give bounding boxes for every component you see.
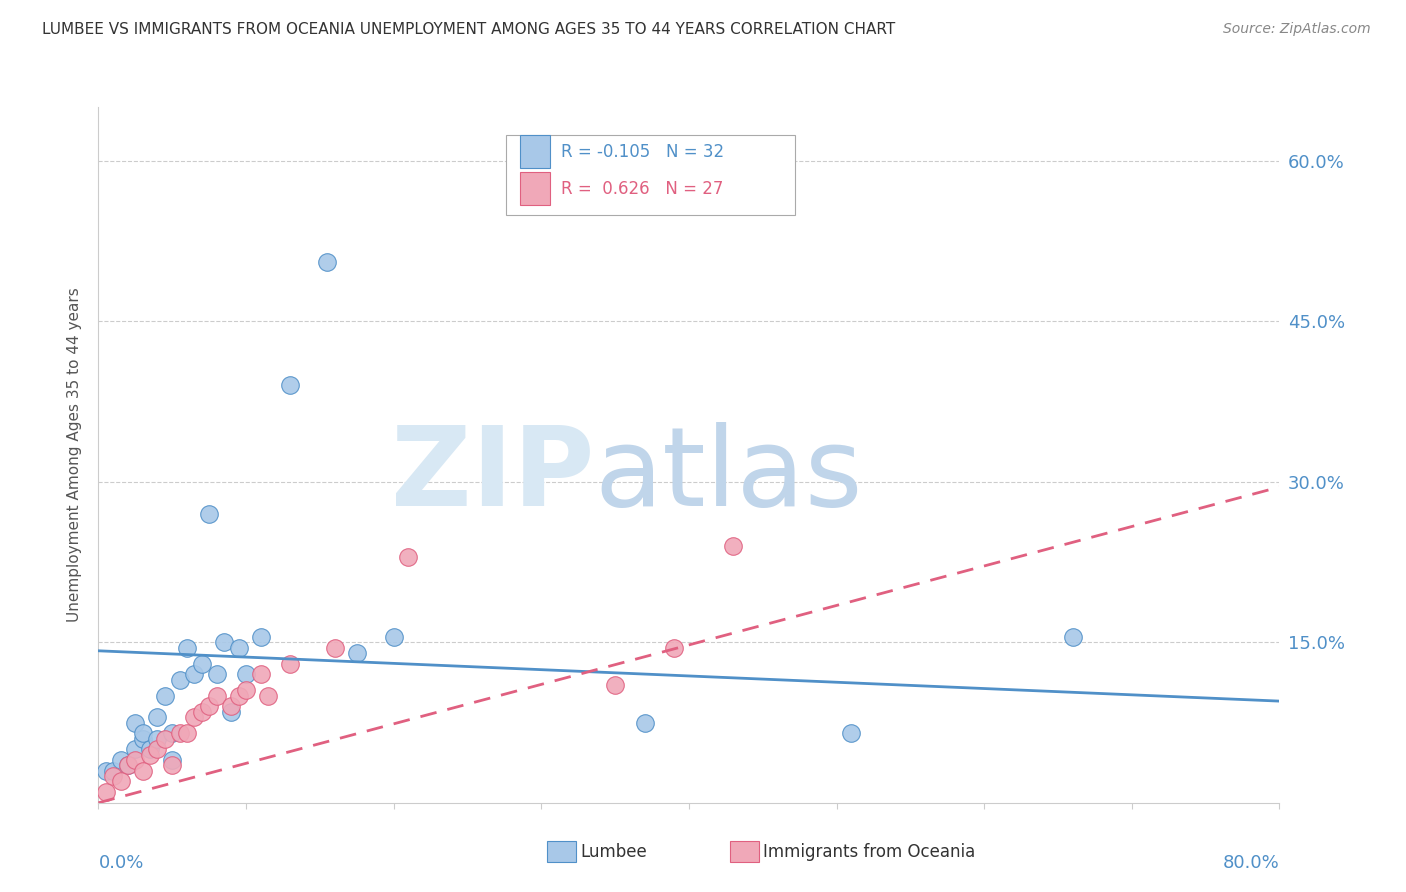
FancyBboxPatch shape — [547, 841, 575, 862]
Point — [94, 785, 117, 799]
Point — [1062, 630, 1084, 644]
Point — [132, 764, 155, 778]
Point — [633, 715, 655, 730]
Point — [191, 705, 214, 719]
Point — [117, 758, 139, 772]
Point — [205, 689, 228, 703]
Point — [723, 539, 745, 553]
Point — [278, 657, 302, 671]
Text: 0.0%: 0.0% — [98, 855, 143, 872]
Point — [250, 630, 273, 644]
Point — [124, 753, 146, 767]
Point — [219, 699, 242, 714]
Text: LUMBEE VS IMMIGRANTS FROM OCEANIA UNEMPLOYMENT AMONG AGES 35 TO 44 YEARS CORRELA: LUMBEE VS IMMIGRANTS FROM OCEANIA UNEMPL… — [42, 22, 896, 37]
Point — [103, 764, 125, 778]
Point — [162, 726, 183, 740]
Point — [139, 747, 162, 762]
Point — [146, 710, 169, 724]
Point — [212, 635, 235, 649]
Text: Immigrants from Oceania: Immigrants from Oceania — [763, 843, 976, 861]
Point — [169, 726, 191, 740]
Point — [316, 255, 339, 269]
Text: ZIP: ZIP — [391, 422, 595, 529]
Point — [841, 726, 863, 740]
Text: 80.0%: 80.0% — [1223, 855, 1279, 872]
Point — [153, 689, 176, 703]
Point — [235, 667, 257, 681]
Point — [162, 753, 183, 767]
FancyBboxPatch shape — [520, 135, 550, 169]
Point — [132, 731, 155, 746]
Point — [183, 667, 205, 681]
Point — [110, 753, 132, 767]
Point — [235, 683, 257, 698]
Text: R =  0.626   N = 27: R = 0.626 N = 27 — [561, 179, 724, 198]
Point — [198, 507, 221, 521]
Point — [346, 646, 368, 660]
Point — [110, 774, 132, 789]
Point — [103, 769, 125, 783]
Point — [198, 699, 221, 714]
Point — [176, 640, 198, 655]
FancyBboxPatch shape — [520, 172, 550, 205]
Point — [146, 742, 169, 756]
FancyBboxPatch shape — [506, 135, 796, 215]
Y-axis label: Unemployment Among Ages 35 to 44 years: Unemployment Among Ages 35 to 44 years — [67, 287, 83, 623]
Point — [153, 731, 176, 746]
Point — [117, 758, 139, 772]
Point — [323, 640, 346, 655]
Point — [205, 667, 228, 681]
Point — [191, 657, 214, 671]
Point — [94, 764, 117, 778]
Point — [124, 715, 146, 730]
Point — [162, 758, 183, 772]
Point — [250, 667, 273, 681]
Text: R = -0.105   N = 32: R = -0.105 N = 32 — [561, 143, 724, 161]
Point — [228, 640, 250, 655]
Point — [146, 731, 169, 746]
Text: Source: ZipAtlas.com: Source: ZipAtlas.com — [1223, 22, 1371, 37]
Point — [228, 689, 250, 703]
Point — [278, 378, 302, 392]
Point — [169, 673, 191, 687]
Point — [132, 726, 155, 740]
FancyBboxPatch shape — [730, 841, 759, 862]
Point — [219, 705, 242, 719]
Point — [183, 710, 205, 724]
Text: Lumbee: Lumbee — [581, 843, 647, 861]
Point — [382, 630, 405, 644]
Point — [124, 742, 146, 756]
Point — [605, 678, 627, 692]
Point — [396, 549, 419, 564]
Point — [139, 742, 162, 756]
Text: atlas: atlas — [595, 422, 863, 529]
Point — [176, 726, 198, 740]
Point — [664, 640, 686, 655]
Point — [257, 689, 280, 703]
